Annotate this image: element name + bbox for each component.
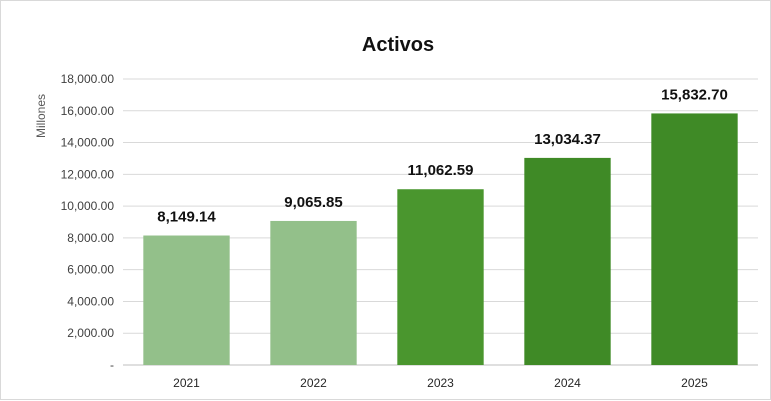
chart-title: Activos	[362, 34, 434, 56]
x-tick-label-2022: 2022	[300, 376, 327, 390]
y-tick-label: 6,000.00	[67, 263, 114, 277]
data-label-2025: 15,832.70	[661, 86, 728, 103]
y-tick-label: 12,000.00	[61, 167, 115, 181]
bar-2025	[651, 113, 738, 365]
data-labels: 8,149.14 9,065.85 11,062.59 13,034.37 15,832…	[157, 86, 728, 225]
y-tick-label: -	[110, 358, 114, 372]
y-tick-label: 4,000.00	[67, 294, 114, 308]
y-tick-label: 16,000.00	[61, 104, 115, 118]
data-label-2023: 11,062.59	[408, 162, 474, 179]
data-label-2024: 13,034.37	[534, 131, 601, 148]
x-axis-ticks: 2021 2022 2023 2024 2025	[173, 376, 708, 390]
x-tick-label-2021: 2021	[173, 376, 200, 390]
x-tick-label-2023: 2023	[427, 376, 454, 390]
y-tick-label: 8,000.00	[67, 231, 114, 245]
y-tick-label: 14,000.00	[61, 136, 115, 150]
y-axis-ticks: - 2,000.00 4,000.00 6,000.00 8,000.00 10,000.…	[61, 72, 115, 372]
y-tick-label: 18,000.00	[61, 72, 115, 86]
bar-2024	[524, 157, 611, 365]
x-tick-label-2025: 2025	[681, 376, 708, 390]
bar-2023	[397, 189, 484, 365]
bar-2022	[270, 220, 357, 365]
y-tick-label: 10,000.00	[61, 199, 115, 213]
bar-2021	[143, 235, 230, 365]
data-label-2021: 8,149.14	[157, 209, 216, 226]
y-tick-label: 2,000.00	[67, 326, 114, 340]
y-axis-label: Millones	[34, 94, 48, 138]
data-label-2022: 9,065.85	[284, 194, 342, 211]
x-tick-label-2024: 2024	[554, 376, 581, 390]
bars	[143, 113, 738, 365]
